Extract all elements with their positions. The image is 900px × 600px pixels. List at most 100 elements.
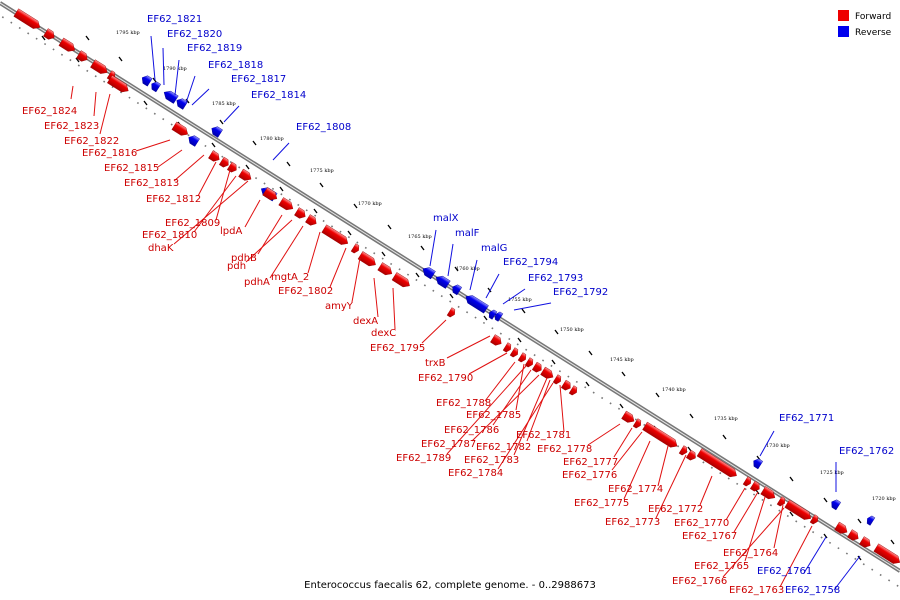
reverse-leader-line bbox=[833, 555, 861, 591]
forward-gene-arrow bbox=[502, 342, 512, 353]
forward-gene-label: amyY bbox=[325, 301, 354, 312]
scale-tick-mark bbox=[487, 287, 492, 293]
forward-leader-line bbox=[70, 85, 74, 100]
forward-gene-label: EF62_1823 bbox=[44, 121, 99, 132]
scale-tick-mark bbox=[722, 434, 727, 440]
scale-kbp-label: 1720 kbp bbox=[872, 496, 896, 502]
forward-gene-label: EF62_1777 bbox=[563, 457, 618, 468]
backbone-tick-mark bbox=[517, 337, 522, 343]
forward-gene-arrow bbox=[208, 150, 220, 162]
forward-leader-line bbox=[657, 445, 669, 487]
reverse-gene-arrow bbox=[494, 311, 504, 322]
scale-tick-mark bbox=[420, 245, 425, 251]
forward-leader-line bbox=[373, 277, 379, 318]
backbone-tick-mark bbox=[857, 555, 862, 561]
forward-gene-arrow bbox=[350, 243, 360, 254]
forward-gene-label: EF62_1787 bbox=[421, 439, 476, 450]
forward-gene-label: pdhB bbox=[231, 253, 257, 264]
forward-leader-line bbox=[699, 475, 713, 506]
forward-gene-arrow bbox=[776, 496, 786, 507]
scale-kbp-label: 1725 kbp bbox=[820, 470, 844, 476]
forward-gene-label: dexC bbox=[371, 328, 396, 339]
scale-tick-mark bbox=[353, 203, 358, 209]
forward-gene-label: EF62_1764 bbox=[723, 548, 778, 559]
forward-gene-arrow bbox=[305, 214, 317, 226]
reverse-leader-line bbox=[191, 88, 210, 106]
forward-gene-arrow bbox=[509, 347, 519, 358]
forward-gene-label: EF62_1783 bbox=[464, 455, 519, 466]
scale-tick-mark bbox=[521, 308, 526, 314]
scale-kbp-label: 1785 kbp bbox=[212, 101, 236, 107]
forward-gene-label: EF62_1770 bbox=[674, 518, 729, 529]
forward-leader-line bbox=[215, 169, 231, 221]
forward-gene-arrow bbox=[760, 486, 776, 500]
forward-gene-label: EF62_1810 bbox=[142, 230, 197, 241]
forward-leader-line bbox=[655, 454, 687, 519]
forward-gene-arrow bbox=[357, 251, 376, 267]
scale-tick-mark bbox=[823, 497, 828, 503]
scale-tick-mark bbox=[789, 476, 794, 482]
forward-leader-line bbox=[611, 431, 643, 471]
scale-tick-mark bbox=[185, 98, 190, 104]
forward-gene-label: EF62_1790 bbox=[418, 373, 473, 384]
forward-gene-arrow bbox=[560, 379, 571, 391]
forward-gene-label: pdhA bbox=[244, 277, 270, 288]
forward-leader-line bbox=[526, 379, 551, 442]
reverse-leader-line bbox=[162, 47, 165, 86]
forward-gene-arrow bbox=[696, 448, 737, 478]
gene-features bbox=[13, 8, 900, 564]
forward-gene-label: EF62_1824 bbox=[22, 106, 77, 117]
reverse-gene-arrow bbox=[753, 458, 764, 470]
genome-backbone-highlight bbox=[0, 2, 900, 572]
reverse-leader-line bbox=[272, 142, 290, 161]
forward-gene-label: EF62_1773 bbox=[605, 517, 660, 528]
reverse-gene-label: malG bbox=[481, 243, 507, 254]
forward-leader-line bbox=[93, 91, 97, 117]
legend-swatch-forward bbox=[838, 10, 849, 21]
reverse-gene-label: EF62_1762 bbox=[839, 446, 894, 457]
forward-gene-arrow bbox=[517, 352, 527, 363]
forward-gene-label: EF62_1789 bbox=[396, 453, 451, 464]
scale-tick-mark bbox=[252, 140, 257, 146]
forward-gene-arrow bbox=[13, 8, 41, 29]
reverse-leader-line bbox=[513, 302, 552, 311]
reverse-gene-arrow bbox=[151, 81, 162, 93]
forward-gene-label: EF62_1786 bbox=[444, 425, 499, 436]
forward-leader-line bbox=[623, 440, 651, 500]
forward-gene-arrow bbox=[685, 449, 696, 461]
reverse-leader-line bbox=[185, 75, 196, 104]
forward-gene-arrow bbox=[873, 543, 900, 564]
forward-gene-arrow bbox=[90, 59, 108, 74]
scale-kbp-label: 1780 kbp bbox=[260, 136, 284, 142]
forward-gene-arrow bbox=[226, 161, 237, 173]
forward-gene-label: EF62_1766 bbox=[672, 576, 727, 587]
forward-leader-line bbox=[484, 361, 516, 402]
scale-ticks bbox=[41, 35, 895, 561]
scale-tick-mark bbox=[890, 539, 895, 545]
backbone-tick-mark bbox=[823, 533, 828, 539]
forward-leader-line bbox=[421, 319, 447, 344]
forward-gene-arrow bbox=[531, 361, 542, 373]
reverse-leader-line bbox=[502, 288, 526, 305]
forward-leader-line bbox=[173, 154, 205, 182]
forward-gene-arrow bbox=[278, 197, 294, 211]
forward-gene-arrow bbox=[540, 366, 554, 379]
legend-label-reverse: Reverse bbox=[855, 28, 892, 38]
scale-kbp-label: 1775 kbp bbox=[310, 168, 334, 174]
forward-gene-arrow bbox=[784, 499, 812, 520]
forward-gene-arrow bbox=[742, 476, 752, 487]
reverse-gene-label: EF62_1771 bbox=[779, 413, 834, 424]
reverse-gene-label: EF62_1758 bbox=[785, 585, 840, 596]
forward-gene-arrow bbox=[446, 307, 456, 318]
scale-kbp-label: 1735 kbp bbox=[714, 416, 738, 422]
reverse-leader-line bbox=[447, 243, 454, 277]
reverse-gene-arrow bbox=[465, 295, 489, 314]
forward-leader-line bbox=[245, 219, 293, 263]
reverse-gene-label: EF62_1814 bbox=[251, 90, 306, 101]
reverse-gene-label: EF62_1818 bbox=[208, 60, 263, 71]
forward-gene-label: EF62_1765 bbox=[694, 561, 749, 572]
reverse-leader-line bbox=[429, 229, 437, 267]
forward-leader-line bbox=[446, 365, 527, 455]
reverse-leader-line bbox=[223, 105, 240, 123]
reverse-gene-label: malF bbox=[455, 228, 480, 239]
